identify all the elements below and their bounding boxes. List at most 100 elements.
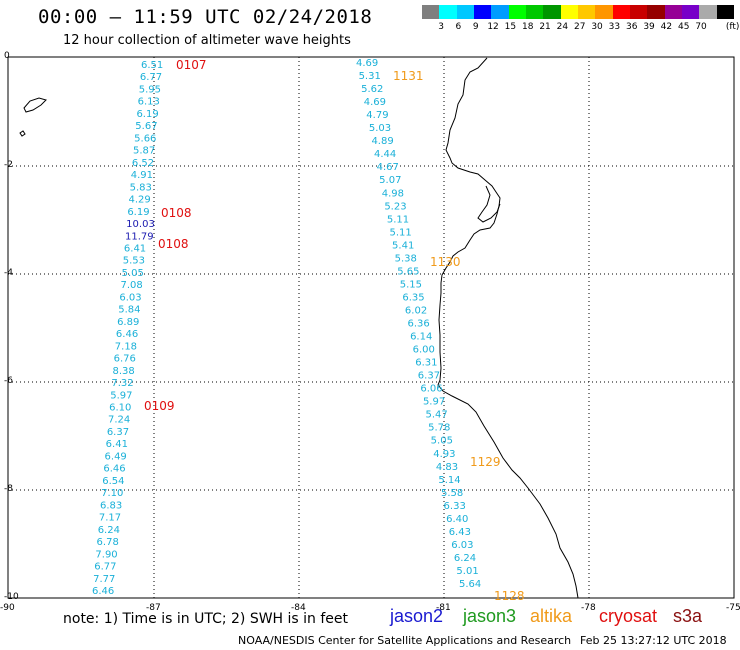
swh-value: 5.53 (123, 256, 145, 267)
swh-value: 6.24 (98, 525, 120, 536)
scale-swatch (456, 5, 474, 19)
lat-tick-label: -8 (4, 484, 13, 494)
swh-value: 6.76 (114, 354, 136, 365)
scale-label: 45 (677, 22, 690, 32)
swh-value: 5.01 (456, 566, 478, 577)
swh-value: 6.33 (444, 501, 466, 512)
swh-value: 6.13 (138, 97, 160, 108)
swh-value: 4.69 (356, 58, 378, 69)
wave-height-values: 6.516.775.956.136.195.675.665.876.524.91… (92, 58, 481, 597)
swh-value: 5.14 (438, 475, 460, 486)
lat-tick-label: -10 (4, 592, 19, 602)
pass-time-label: 0108 (161, 206, 192, 220)
swh-value: 6.77 (140, 72, 162, 83)
pass-time-label: 1131 (393, 69, 424, 83)
swh-value: 5.11 (389, 227, 411, 238)
swh-value: 4.98 (382, 188, 404, 199)
scale-swatch (595, 5, 613, 19)
scale-label: 42 (660, 22, 673, 32)
swh-value: 4.67 (377, 162, 399, 173)
swh-value: 7.08 (120, 280, 142, 291)
swh-value: 6.41 (124, 243, 146, 254)
swh-value: 4.44 (374, 149, 396, 160)
pass-time-label: 1130 (430, 255, 461, 269)
legend-jason3: jason3 (463, 606, 517, 626)
swh-value: 7.17 (99, 513, 121, 524)
pass-time-label: 0107 (176, 58, 207, 72)
swh-value: 5.58 (441, 488, 463, 499)
swh-value: 6.36 (408, 319, 430, 330)
scale-label: 21 (539, 22, 551, 32)
swh-value: 6.89 (117, 317, 139, 328)
scale-label: 18 (521, 22, 534, 32)
swh-value: 4.69 (364, 97, 386, 108)
scale-label: 9 (472, 22, 479, 32)
swh-value: 5.41 (392, 240, 414, 251)
scale-swatch (699, 5, 717, 19)
swh-value: 5.23 (384, 201, 406, 212)
swh-value: 4.89 (371, 136, 393, 147)
scale-label: 30 (591, 22, 603, 32)
scale-swatch (647, 5, 665, 19)
swh-value: 5.31 (359, 71, 381, 82)
swh-value: 7.90 (95, 549, 117, 560)
swh-value: 6.51 (141, 60, 163, 71)
legend-s3a: s3a (673, 606, 703, 626)
swh-value: 6.77 (94, 562, 116, 573)
pass-time-label: 0109 (144, 399, 175, 413)
scale-label: 27 (573, 22, 586, 32)
swh-value: 6.78 (97, 537, 119, 548)
pass-time-labels: 0107 0108 0108 0109 1131 1130 1129 1128 (144, 58, 525, 603)
swh-value: 5.64 (459, 579, 481, 590)
scale-label: 39 (643, 22, 655, 32)
swh-value: 6.37 (418, 371, 440, 382)
coastline (437, 57, 579, 599)
lon-tick-label: -87 (146, 603, 161, 613)
swh-value: 6.54 (102, 476, 124, 487)
swh-value: 5.65 (397, 266, 419, 277)
swh-value: 5.95 (139, 84, 161, 95)
lon-tick-label: -81 (436, 603, 451, 613)
swh-value: 6.49 (105, 451, 127, 462)
lat-tick-label: -2 (4, 160, 13, 170)
legend-altika: altika (530, 606, 573, 626)
legend-cryosat: cryosat (599, 606, 658, 626)
swh-value: 4.29 (128, 195, 150, 206)
scale-label: 33 (608, 22, 621, 32)
swh-value: 4.83 (436, 462, 458, 473)
credit-date: Feb 25 13:27:12 UTC 2018 (580, 634, 727, 647)
lon-tick-label: -84 (291, 603, 306, 613)
scale-swatch (422, 5, 440, 19)
scale-label: 36 (625, 22, 638, 32)
swh-value: 5.05 (122, 268, 144, 279)
swh-value: 6.10 (109, 403, 131, 414)
scale-swatch (543, 5, 561, 19)
scale-label: 24 (556, 22, 569, 32)
swh-value: 5.67 (135, 121, 157, 132)
scale-swatch (473, 5, 492, 19)
scale-swatch (664, 5, 682, 19)
graticule-grid (8, 57, 734, 598)
island-outline (23, 97, 47, 113)
scale-swatch (439, 5, 457, 19)
swh-value: 5.11 (387, 214, 409, 225)
lat-tick-label: 0 (4, 51, 10, 61)
color-scale-labels: 3 6 9 12 15 18 21 24 27 30 33 36 39 42 45 70 (ft) (422, 22, 739, 34)
swh-value: 8.38 (113, 366, 135, 377)
swh-value: 4.93 (433, 449, 455, 460)
color-scale-bar (422, 5, 734, 19)
scale-swatch (491, 5, 509, 19)
swh-value: 5.07 (379, 175, 401, 186)
scale-swatch (716, 5, 734, 19)
swh-value: 6.03 (451, 540, 473, 551)
gulf-inlet-outline (477, 185, 501, 223)
pass-time-label: 0108 (158, 237, 189, 251)
swh-value: 5.84 (118, 305, 140, 316)
scale-swatch (525, 5, 544, 19)
swh-value: 6.46 (116, 329, 138, 340)
swh-value: 5.47 (426, 410, 448, 421)
scale-swatch (577, 5, 596, 19)
swh-value: 6.24 (454, 553, 476, 564)
swh-value: 7.32 (111, 378, 133, 389)
